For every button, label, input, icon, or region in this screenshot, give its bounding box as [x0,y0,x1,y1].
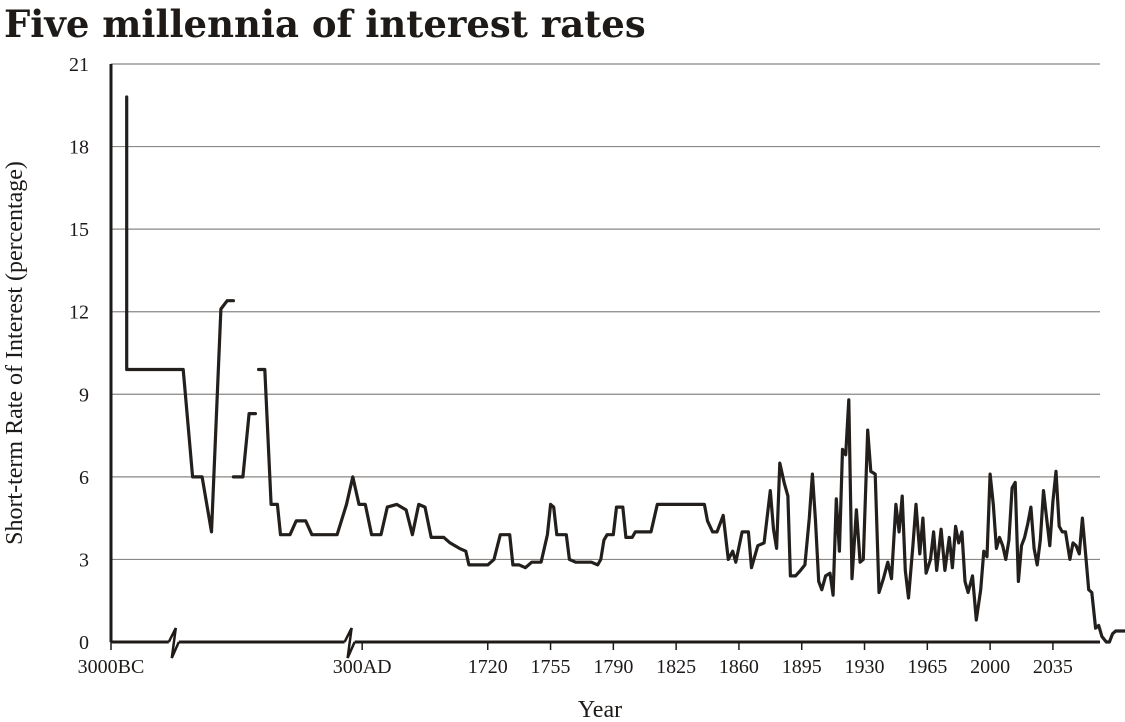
x-tick-label-2035: 2035 [1033,656,1073,678]
x-tick-label-1790: 1790 [593,656,633,678]
x-tick-label-1895: 1895 [782,656,822,678]
series-line-1 [231,412,257,479]
x-tick-labels: 3000BC 300AD 1720 1755 1790 1825 1860 1895 1930 1… [78,656,1073,678]
x-tick-label-300AD: 300AD [333,656,392,678]
x-axis-label: Year [578,697,622,722]
series-lines [125,95,1125,644]
y-axis-label: Short-term Rate of Interest (percentage) [2,161,28,545]
x-tick-label-2000: 2000 [970,656,1010,678]
gridlines [111,63,1100,561]
x-tick-label-1720: 1720 [468,656,508,678]
x-tick-label-1965: 1965 [907,656,947,678]
y-tick-labels: 0 3 6 9 12 15 18 21 [69,54,89,654]
x-tick-label-1755: 1755 [531,656,571,678]
series-line-2 [257,367,1125,644]
y-tick-0: 0 [79,632,89,654]
x-tick-label-1930: 1930 [845,656,885,678]
y-tick-3: 3 [79,549,89,571]
y-tick-21: 21 [69,54,89,76]
y-tick-18: 18 [69,137,89,159]
axis-break-mark-1 [343,627,356,659]
y-tick-6: 6 [79,467,89,489]
x-tick-label-3000BC: 3000BC [78,656,145,678]
y-tick-15: 15 [69,219,89,241]
series-line-0 [125,95,235,534]
axis-break-mark-0 [167,627,180,659]
y-tick-12: 12 [69,302,89,324]
chart-title: Five millennia of interest rates [4,2,646,46]
x-tick-label-1860: 1860 [719,656,759,678]
y-tick-9: 9 [79,384,89,406]
x-tick-label-1825: 1825 [656,656,696,678]
axes [109,64,1100,659]
